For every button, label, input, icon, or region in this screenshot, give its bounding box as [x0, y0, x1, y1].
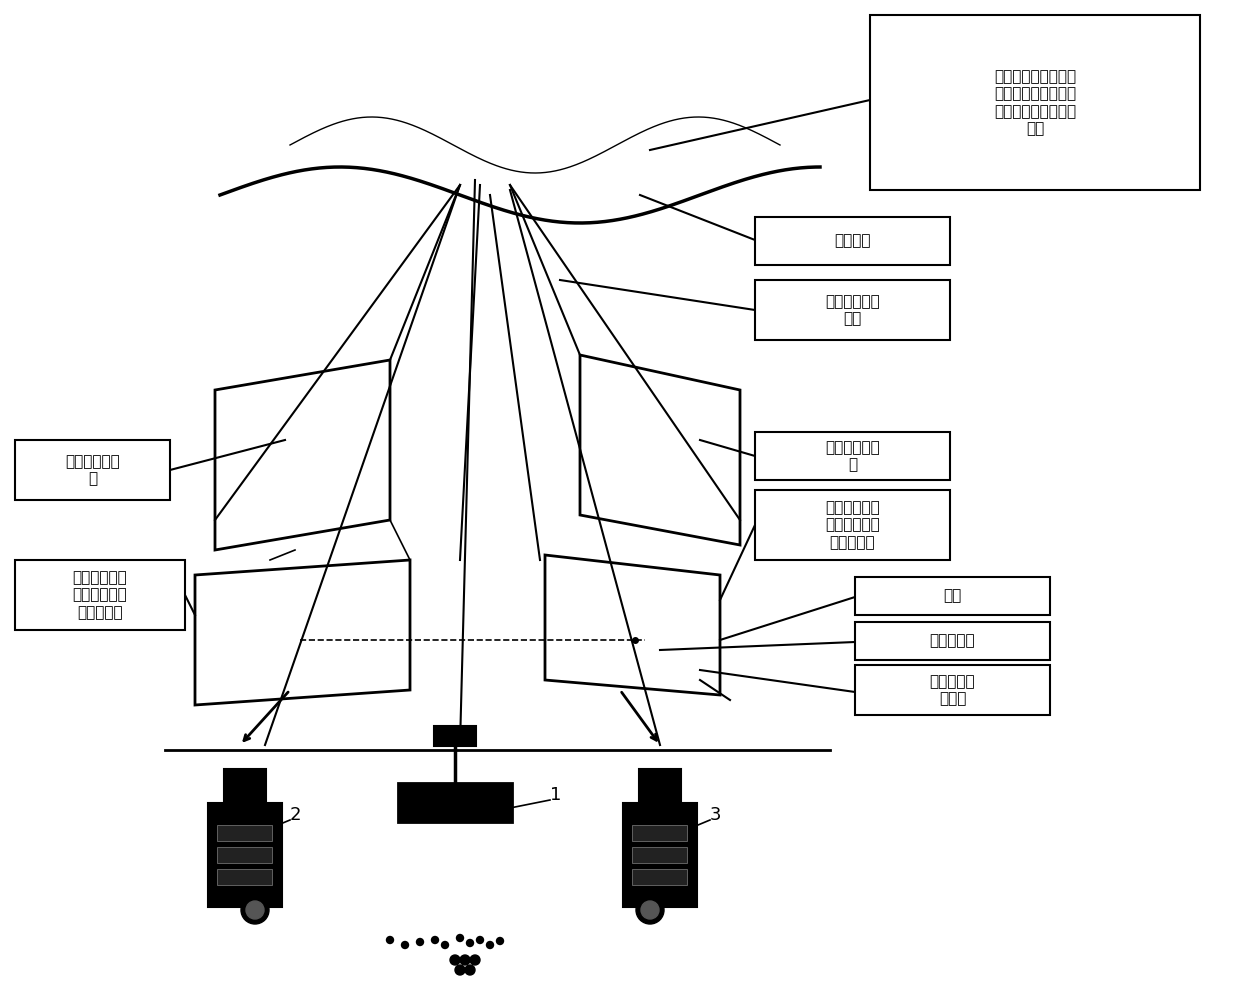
Circle shape	[460, 955, 470, 965]
Circle shape	[402, 942, 408, 949]
FancyBboxPatch shape	[434, 726, 476, 746]
FancyBboxPatch shape	[632, 847, 687, 863]
Text: 左相机图像平
面: 左相机图像平 面	[66, 454, 120, 486]
Text: 1: 1	[551, 786, 562, 804]
Circle shape	[470, 955, 480, 965]
Text: 3: 3	[711, 806, 722, 824]
Text: 利用相位映射估计的
被测物三维空间点坐
标组成的被测物虚拟
模型: 利用相位映射估计的 被测物三维空间点坐 标组成的被测物虚拟 模型	[994, 69, 1076, 136]
FancyBboxPatch shape	[639, 769, 681, 801]
FancyBboxPatch shape	[15, 440, 170, 500]
FancyBboxPatch shape	[217, 869, 272, 885]
Text: 虚拟的重投影
光线: 虚拟的重投影 光线	[825, 294, 880, 326]
Circle shape	[486, 942, 494, 949]
Text: 所找的精确
对应点: 所找的精确 对应点	[930, 674, 976, 706]
Circle shape	[466, 940, 474, 947]
Circle shape	[455, 965, 465, 975]
FancyBboxPatch shape	[755, 280, 950, 340]
FancyBboxPatch shape	[856, 577, 1050, 615]
FancyBboxPatch shape	[224, 769, 267, 801]
FancyBboxPatch shape	[217, 847, 272, 863]
Text: 被测物体: 被测物体	[835, 234, 870, 248]
Circle shape	[476, 937, 484, 944]
Text: 2: 2	[290, 806, 301, 824]
FancyBboxPatch shape	[632, 825, 687, 841]
Text: 参考对应点: 参考对应点	[930, 633, 976, 648]
FancyBboxPatch shape	[398, 783, 512, 822]
Text: 右相机相位分
布图平面（归
一化平面）: 右相机相位分 布图平面（归 一化平面）	[825, 500, 880, 550]
Circle shape	[450, 955, 460, 965]
Circle shape	[636, 896, 663, 924]
Circle shape	[456, 935, 464, 942]
FancyBboxPatch shape	[632, 869, 687, 885]
FancyBboxPatch shape	[755, 432, 950, 480]
Circle shape	[441, 942, 449, 949]
FancyBboxPatch shape	[856, 665, 1050, 715]
Circle shape	[641, 901, 658, 919]
FancyBboxPatch shape	[15, 560, 185, 630]
FancyBboxPatch shape	[217, 825, 272, 841]
Circle shape	[246, 901, 264, 919]
Text: 左相机相位分
布图平面（归
一化平面）: 左相机相位分 布图平面（归 一化平面）	[73, 571, 128, 620]
FancyBboxPatch shape	[856, 622, 1050, 660]
Circle shape	[387, 937, 393, 944]
FancyBboxPatch shape	[622, 803, 697, 907]
FancyBboxPatch shape	[870, 15, 1200, 190]
Circle shape	[417, 939, 424, 946]
Text: 极线: 极线	[944, 588, 962, 604]
FancyBboxPatch shape	[755, 490, 950, 560]
Circle shape	[465, 965, 475, 975]
Circle shape	[432, 937, 439, 944]
Text: 右相机图像平
面: 右相机图像平 面	[825, 440, 880, 472]
FancyBboxPatch shape	[208, 803, 281, 907]
FancyBboxPatch shape	[755, 217, 950, 265]
Circle shape	[241, 896, 269, 924]
Circle shape	[496, 938, 503, 945]
